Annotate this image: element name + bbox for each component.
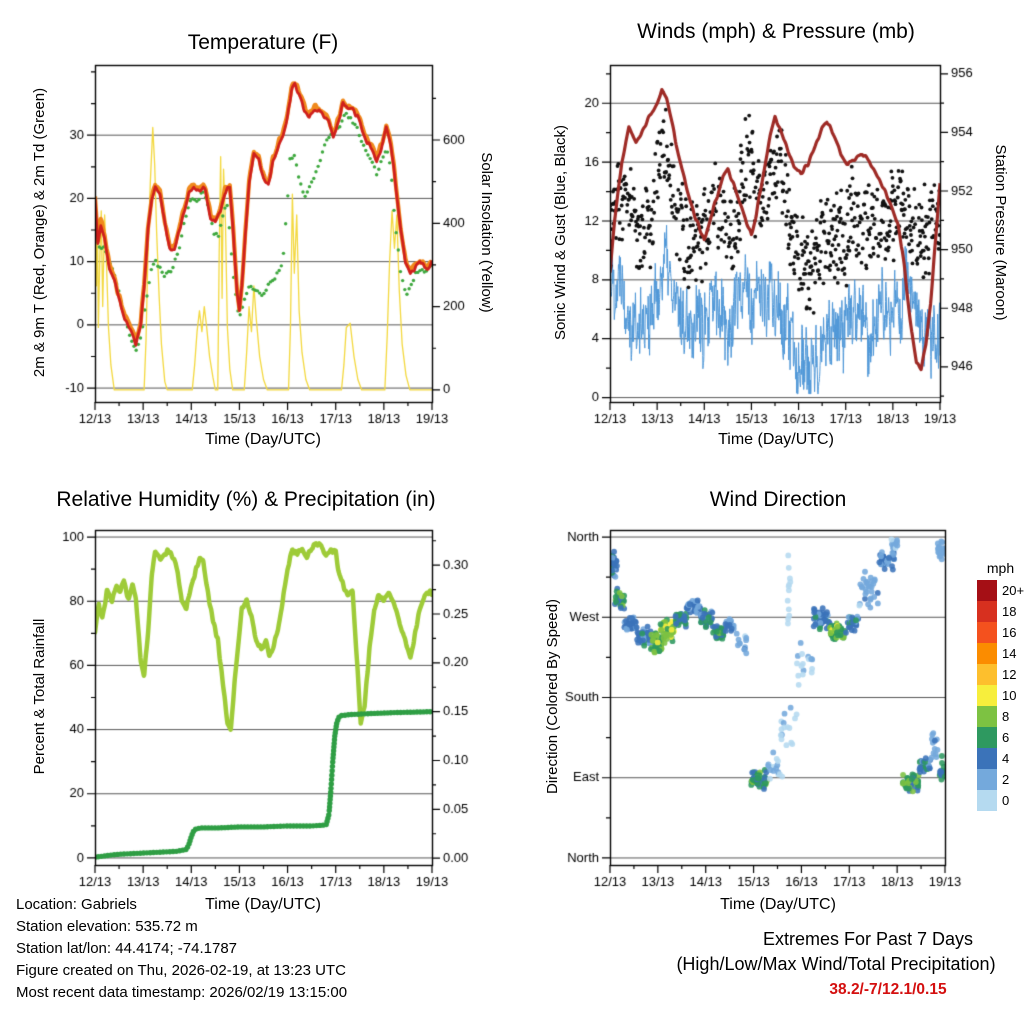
legend-swatch (977, 706, 997, 727)
legend-item: 8 (977, 706, 1024, 727)
legend-item: 18 (977, 601, 1024, 622)
footer-line-location: Location: Gabriels (16, 896, 137, 913)
temperature-chart-title: Temperature (F) (187, 31, 339, 54)
legend-item: 20+ (977, 580, 1024, 601)
legend-swatch (977, 622, 997, 643)
footer-line-created: Figure created on Thu, 2026-02-19, at 13… (16, 962, 346, 979)
winds-xaxis-label: Time (Day/UTC) (718, 431, 834, 448)
legend-item: 4 (977, 748, 1024, 769)
legend-swatch (977, 643, 997, 664)
humidity-yaxis-left-label: Percent & Total Rainfall (31, 618, 48, 775)
wind-direction-chart-title: Wind Direction (709, 488, 847, 511)
legend-title: mph (986, 560, 1015, 576)
wind-speed-legend: mph 20+ 18 16 14 12 10 8 6 4 2 0 (977, 560, 1024, 811)
legend-item: 10 (977, 685, 1024, 706)
legend-item: 12 (977, 664, 1024, 685)
direction-xaxis-label: Time (Day/UTC) (720, 896, 836, 913)
extremes-title: Extremes For Past 7 Days (762, 929, 974, 949)
footer-line-timestamp: Most recent data timestamp: 2026/02/19 1… (16, 984, 348, 1001)
temperature-yaxis-left-label: 2m & 9m T (Red, Orange) & 2m Td (Green) (31, 87, 48, 378)
direction-yaxis-left-label: Direction (Colored By Speed) (544, 598, 561, 795)
humidity-precip-chart-title: Relative Humidity (%) & Precipitation (i… (56, 488, 436, 511)
legend-label: 6 (1002, 730, 1010, 745)
legend-swatch (977, 727, 997, 748)
station-footer: Location: Gabriels Station elevation: 53… (16, 894, 347, 1004)
legend-item: 16 (977, 622, 1024, 643)
legend-item: 6 (977, 727, 1024, 748)
temperature-xaxis-label: Time (Day/UTC) (205, 431, 321, 448)
legend-item: 14 (977, 643, 1024, 664)
extremes-values: 38.2/-7/12.1/0.15 (829, 981, 947, 998)
footer-line-latlon: Station lat/lon: 44.4174; -74.1787 (16, 940, 238, 957)
legend-label: 14 (1002, 646, 1017, 661)
legend-item: 0 (977, 790, 1024, 811)
legend-swatch (977, 748, 997, 769)
legend-label: 10 (1002, 688, 1017, 703)
legend-item: 2 (977, 769, 1024, 790)
legend-label: 16 (1002, 625, 1017, 640)
legend-swatch (977, 664, 997, 685)
legend-label: 0 (1002, 793, 1010, 808)
legend-label: 18 (1002, 604, 1017, 619)
legend-label: 20+ (1002, 583, 1024, 598)
extremes-subtitle: (High/Low/Max Wind/Total Precipitation) (676, 954, 996, 974)
legend-label: 2 (1002, 772, 1010, 787)
legend-label: 4 (1002, 751, 1010, 766)
winds-yaxis-left-label: Sonic Wind & Gust (Blue, Black) (552, 124, 569, 341)
footer-line-elevation: Station elevation: 535.72 m (16, 918, 198, 935)
humidity-xaxis-label: Time (Day/UTC) (205, 896, 321, 913)
legend-swatch (977, 580, 997, 601)
legend-swatch (977, 601, 997, 622)
legend-swatch (977, 685, 997, 706)
legend-swatch (977, 790, 997, 811)
legend-label: 12 (1002, 667, 1017, 682)
legend-label: 8 (1002, 709, 1010, 724)
temperature-yaxis-right-label: Solar Insolation (Yellow) (478, 152, 495, 313)
winds-pressure-chart-title: Winds (mph) & Pressure (mb) (637, 20, 915, 43)
winds-yaxis-right-label: Station Pressure (Maroon) (992, 144, 1009, 321)
legend-swatch (977, 769, 997, 790)
